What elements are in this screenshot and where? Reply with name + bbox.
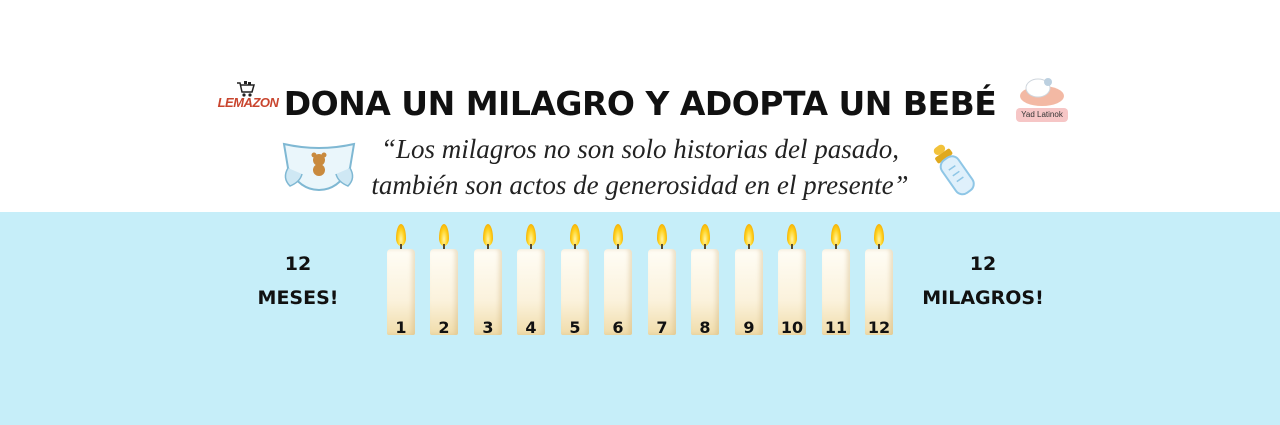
candle-number: 3 bbox=[482, 318, 494, 337]
candle-number: 7 bbox=[656, 318, 668, 337]
candle-number: 6 bbox=[612, 318, 624, 337]
months-count: 12 bbox=[284, 253, 312, 275]
candle-number: 5 bbox=[569, 318, 581, 337]
flame-icon bbox=[744, 224, 754, 246]
miracles-label: 12 MILAGROS! bbox=[908, 247, 1058, 315]
page-title: DONA UN MILAGRO Y ADOPTA UN BEBÉ bbox=[283, 84, 997, 123]
candle: 8 bbox=[691, 220, 719, 340]
flame-icon bbox=[396, 224, 406, 246]
baby-bottle-icon bbox=[924, 138, 988, 202]
lemazon-logo: LEMAZON bbox=[214, 80, 282, 116]
flame-icon bbox=[874, 224, 884, 246]
cart-icon bbox=[237, 81, 255, 97]
quote-line-1: “Los milagros no son solo historias del … bbox=[380, 134, 900, 164]
candle: 12 bbox=[865, 220, 893, 340]
candle-number: 11 bbox=[824, 318, 848, 337]
candle-number: 8 bbox=[699, 318, 711, 337]
flame-icon bbox=[831, 224, 841, 246]
header-area bbox=[0, 0, 1280, 212]
candle-number: 10 bbox=[780, 318, 804, 337]
flame-icon bbox=[483, 224, 493, 246]
candle: 2 bbox=[430, 220, 458, 340]
lemazon-logo-text: LEMAZON bbox=[217, 95, 279, 110]
flame-icon bbox=[439, 224, 449, 246]
candle-number: 9 bbox=[743, 318, 755, 337]
candle-number: 4 bbox=[525, 318, 537, 337]
candle: 10 bbox=[778, 220, 806, 340]
quote-line-2: también son actos de generosidad en el p… bbox=[371, 170, 909, 200]
diaper-icon bbox=[280, 138, 358, 194]
candle: 7 bbox=[648, 220, 676, 340]
baby-logo-icon bbox=[1020, 78, 1064, 106]
flame-icon bbox=[613, 224, 623, 246]
flame-icon bbox=[700, 224, 710, 246]
flame-icon bbox=[526, 224, 536, 246]
candle: 9 bbox=[735, 220, 763, 340]
candle-number: 12 bbox=[867, 318, 891, 337]
miracles-count: 12 bbox=[969, 253, 997, 275]
candle: 5 bbox=[561, 220, 589, 340]
candle: 4 bbox=[517, 220, 545, 340]
candle: 11 bbox=[822, 220, 850, 340]
candle-number: 2 bbox=[438, 318, 450, 337]
months-label: 12 MESES! bbox=[248, 247, 348, 315]
candle-row: 1 2 3 4 5 6 7 8 9 10 11 12 bbox=[383, 220, 903, 350]
candle-band bbox=[0, 212, 1280, 425]
miracles-text: MILAGROS! bbox=[922, 287, 1044, 309]
yad-latinok-badge: Yad Latinok bbox=[1016, 108, 1068, 122]
candle: 3 bbox=[474, 220, 502, 340]
flame-icon bbox=[787, 224, 797, 246]
months-text: MESES! bbox=[257, 287, 339, 309]
candle-number: 1 bbox=[395, 318, 407, 337]
candle: 1 bbox=[387, 220, 415, 340]
yad-latinok-logo: Yad Latinok bbox=[1012, 74, 1072, 124]
flame-icon bbox=[570, 224, 580, 246]
candle: 6 bbox=[604, 220, 632, 340]
flame-icon bbox=[657, 224, 667, 246]
